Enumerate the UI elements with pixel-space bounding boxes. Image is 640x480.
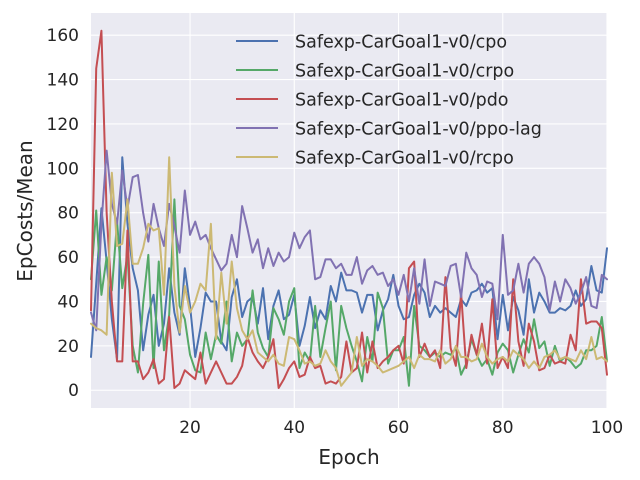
y-tick-label: 140 — [47, 71, 79, 91]
series-line-0 — [90, 156, 608, 361]
legend: Safexp-CarGoal1-v0/cpo Safexp-CarGoal1-v0… — [236, 33, 542, 169]
x-tick-label: 60 — [388, 418, 410, 438]
x-tick-label: 20 — [179, 418, 201, 438]
y-tick-label: 160 — [47, 26, 79, 46]
x-tick-label: 80 — [492, 418, 514, 438]
legend-label: Safexp-CarGoal1-v0/crpo — [295, 62, 514, 82]
legend-label: Safexp-CarGoal1-v0/ppo-lag — [295, 120, 542, 140]
y-axis-label: EpCosts/Mean — [13, 140, 37, 281]
legend-label: Safexp-CarGoal1-v0/pdo — [295, 91, 509, 111]
y-tick-label: 120 — [47, 115, 79, 135]
y-tick-label: 20 — [57, 337, 79, 357]
y-tick-label: 80 — [57, 204, 79, 224]
x-axis-label: Epoch — [318, 445, 379, 469]
plot-background — [91, 13, 607, 408]
y-tick-label: 40 — [57, 292, 79, 312]
x-tick-label: 100 — [591, 418, 623, 438]
series-line-4 — [90, 156, 608, 387]
y-tick-labels: 0 20 40 60 80 100 120 140 160 — [47, 26, 79, 401]
x-tick-labels: 20 40 60 80 100 — [179, 418, 623, 438]
y-tick-label: 0 — [68, 381, 79, 401]
y-tick-label: 60 — [57, 248, 79, 268]
legend-label: Safexp-CarGoal1-v0/rcpo — [295, 149, 514, 169]
series-line-1 — [90, 198, 608, 387]
series-line-2 — [90, 29, 608, 390]
y-tick-label: 100 — [47, 159, 79, 179]
series-group — [90, 29, 608, 390]
x-tick-label: 40 — [283, 418, 305, 438]
series-line-3 — [90, 149, 608, 332]
legend-label: Safexp-CarGoal1-v0/cpo — [295, 33, 507, 53]
